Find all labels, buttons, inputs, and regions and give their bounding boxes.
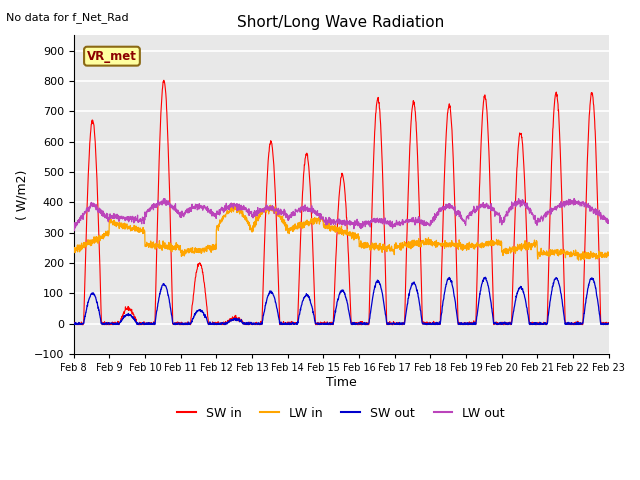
Text: VR_met: VR_met bbox=[87, 49, 137, 63]
Title: Short/Long Wave Radiation: Short/Long Wave Radiation bbox=[237, 15, 445, 30]
Text: No data for f_Net_Rad: No data for f_Net_Rad bbox=[6, 12, 129, 23]
Legend: SW in, LW in, SW out, LW out: SW in, LW in, SW out, LW out bbox=[172, 402, 510, 425]
X-axis label: Time: Time bbox=[326, 376, 356, 389]
Y-axis label: ( W/m2): ( W/m2) bbox=[15, 169, 28, 220]
